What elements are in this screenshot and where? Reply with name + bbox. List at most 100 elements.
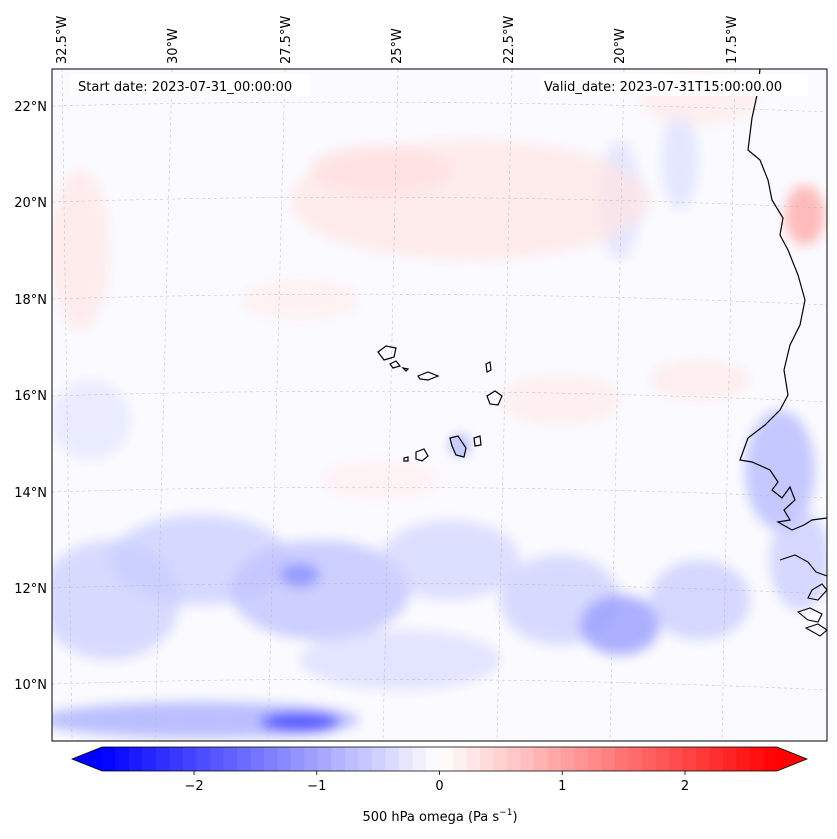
colorbar-band [750, 747, 765, 771]
omega-positive-regions [52, 75, 825, 500]
colorbar-band [264, 747, 279, 771]
colorbar-extend-high [777, 747, 807, 771]
colorbar-band [763, 747, 778, 771]
colorbar-band [493, 747, 508, 771]
colorbar-band [601, 747, 616, 771]
coastline-islands-south [779, 554, 827, 637]
omega-negative-regions [52, 110, 827, 738]
island-maio [473, 435, 482, 447]
island-sao-nicolau [417, 371, 440, 381]
colorbar-band [669, 747, 684, 771]
colorbar-band [223, 747, 238, 771]
island-santiago [449, 435, 467, 458]
africa-coastline [739, 69, 827, 531]
colorbar-band [709, 747, 724, 771]
colorbar-bands [102, 747, 778, 771]
colorbar-band [250, 747, 265, 771]
colorbar-band [466, 747, 481, 771]
colorbar-band [156, 747, 171, 771]
colorbar-band [372, 747, 387, 771]
lat-tick-label: 20°N [14, 196, 47, 211]
colorbar-band [210, 747, 225, 771]
colorbar-band [412, 747, 427, 771]
colorbar-band [102, 747, 117, 771]
colorbar-band [588, 747, 603, 771]
start-date-box [70, 74, 310, 96]
colorbar-tick-label: −1 [307, 779, 326, 794]
valid-date-box [540, 74, 808, 96]
lon-tick-label: 22.5°W [502, 16, 517, 64]
island-brava [403, 456, 409, 462]
colorbar-band [318, 747, 333, 771]
colorbar-band [426, 747, 441, 771]
colorbar-band [453, 747, 468, 771]
colorbar-label: 500 hPa omega (Pa s−1) [362, 808, 517, 825]
colorbar-band [358, 747, 373, 771]
gridlines [52, 69, 827, 741]
map-frame [51, 68, 828, 742]
colorbar-label-close: ) [512, 810, 517, 825]
cabo-verde-islands [377, 345, 503, 462]
colorbar-band [615, 747, 630, 771]
colorbar-band [439, 747, 454, 771]
colorbar-band [736, 747, 751, 771]
lon-tick-label: 20°W [613, 28, 628, 64]
island-boa-vista [486, 390, 503, 406]
map-panel: Start date: 2023-07-31_00:00:00 Valid_da… [51, 68, 828, 742]
colorbar-tick-label: −2 [184, 779, 203, 794]
colorbar-label-exponent: −1 [499, 808, 512, 818]
colorbar-band [480, 747, 495, 771]
valid-date-label: Valid_date: 2023-07-31T15:00:00.00 [544, 80, 782, 95]
colorbar-band [723, 747, 738, 771]
colorbar-band [520, 747, 535, 771]
colorbar-band [142, 747, 157, 771]
lon-tick-label: 25°W [390, 28, 405, 64]
colorbar-band [534, 747, 549, 771]
colorbar-band [547, 747, 562, 771]
colorbar-band [277, 747, 292, 771]
lon-tick-label: 30°W [166, 28, 181, 64]
colorbar-band [574, 747, 589, 771]
lat-tick-label: 14°N [14, 486, 47, 501]
island-sao-vicente [389, 360, 402, 369]
colorbar-band [682, 747, 697, 771]
colorbar-tick-label: 1 [558, 779, 566, 794]
colorbar-band [345, 747, 360, 771]
lon-tick-label: 32.5°W [55, 16, 70, 64]
colorbar-band [655, 747, 670, 771]
lat-tick-label: 16°N [14, 389, 47, 404]
colorbar-ticks: −2 −1 0 1 2 [184, 771, 689, 794]
colorbar-band [129, 747, 144, 771]
colorbar-band [561, 747, 576, 771]
colorbar-band [696, 747, 711, 771]
lat-tick-label: 18°N [14, 293, 47, 308]
colorbar-band [399, 747, 414, 771]
omega-field [52, 69, 827, 741]
colorbar-band [169, 747, 184, 771]
lon-tick-labels: 32.5°W 30°W 27.5°W 25°W 22.5°W 20°W 17.5… [55, 16, 740, 64]
colorbar-band [331, 747, 346, 771]
colorbar-tick-label: 0 [435, 779, 443, 794]
island-sal [485, 361, 492, 373]
island-santa-luzia [401, 367, 410, 372]
start-date-label: Start date: 2023-07-31_00:00:00 [78, 80, 292, 95]
lat-tick-label: 12°N [14, 582, 47, 597]
lat-tick-labels: 22°N 20°N 18°N 16°N 14°N 12°N 10°N [14, 100, 47, 693]
colorbar-band [196, 747, 211, 771]
colorbar-band [628, 747, 643, 771]
lon-tick-label: 27.5°W [279, 16, 294, 64]
colorbar-tick-label: 2 [681, 779, 689, 794]
island-santo-antao [377, 345, 397, 361]
lon-tick-label: 17.5°W [725, 16, 740, 64]
lat-tick-label: 10°N [14, 678, 47, 693]
lat-tick-label: 22°N [14, 100, 47, 115]
island-fogo [415, 448, 429, 462]
colorbar-band [385, 747, 400, 771]
colorbar-extend-low [72, 747, 102, 771]
colorbar-band [507, 747, 522, 771]
colorbar-band [291, 747, 306, 771]
colorbar-band [304, 747, 319, 771]
colorbar-band [115, 747, 130, 771]
colorbar: −2 −1 0 1 2 500 hPa omega (Pa s−1) [70, 746, 809, 825]
